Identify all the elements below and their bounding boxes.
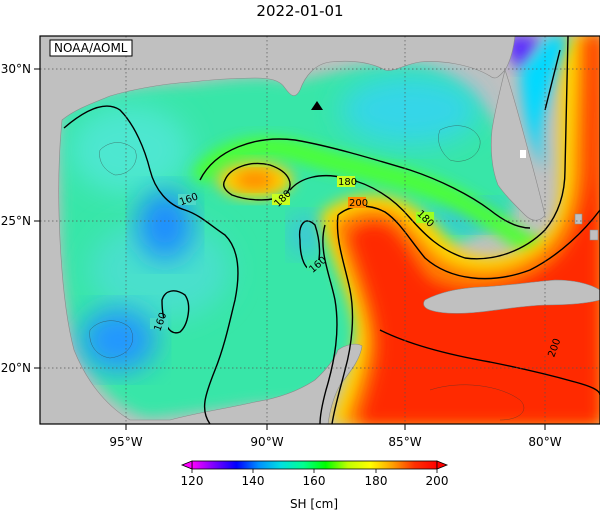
lon-tick-label: 95°W [109,435,142,449]
contour-180-east [544,49,561,111]
gulf-water [59,64,547,419]
lon-axis: 95°W 90°W 85°W 80°W [109,424,562,449]
lon-tick-label: 90°W [250,435,283,449]
lat-axis: 20°N 25°N 30°N [1,62,40,375]
contour-200-loop [337,205,600,280]
colorbar-tick-label: 160 [303,474,326,488]
triangle-marker-icon [311,101,323,110]
minor-contours [89,125,525,421]
contour-180-west [319,224,338,424]
colorbar-title: SH [cm] [290,497,338,511]
colorbar: 120 140 160 180 200 SH [cm] [180,460,449,511]
lon-tick-label: 85°W [388,435,421,449]
map-title: 2022-01-01 [256,2,344,20]
colorbar-bar [191,460,438,470]
colorbar-low-arrow-icon [180,460,193,470]
colorbar-tick-label: 140 [242,474,265,488]
warm-water [320,36,600,424]
lat-tick-label: 20°N [1,361,31,375]
credit-text: NOAA/AOML [54,41,128,55]
plot-frame [39,35,600,425]
colorbar-tick-label: 120 [181,474,204,488]
contour-labels: 160 160 160 180 180 180 200 200 [150,176,563,359]
landmasses [40,36,600,424]
contour-label: 180 [338,177,357,188]
contour-label: 200 [349,198,368,209]
graticule [40,36,600,424]
colorbar-tick-label: 200 [426,474,449,488]
contour-lines [63,36,600,424]
credit-box [49,39,133,57]
lat-tick-label: 30°N [1,62,31,76]
colorbar-high-arrow-icon [436,460,449,470]
colorbar-tick-label: 180 [365,474,388,488]
contour-160-ring [199,138,531,229]
contour-200-carib [379,329,600,396]
contour-160-west [63,105,239,424]
contour-160-gulf [298,220,321,271]
lat-tick-label: 25°N [1,214,31,228]
lon-tick-label: 80°W [528,435,561,449]
contour-200-west [331,214,354,424]
